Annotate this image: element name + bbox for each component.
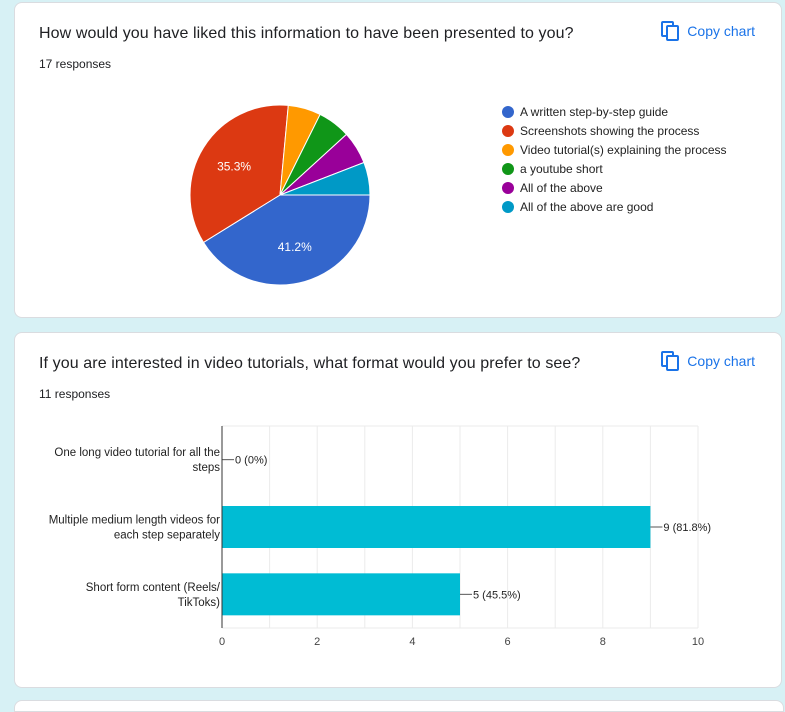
copy-icon — [661, 21, 680, 41]
x-tick-label: 2 — [314, 636, 320, 648]
copy-chart-button[interactable]: Copy chart — [661, 21, 755, 41]
pie-slice — [202, 194, 371, 286]
response-count: 11 responses — [39, 387, 111, 401]
bar — [222, 573, 460, 616]
pie-slice — [279, 161, 371, 196]
legend-label: Screenshots showing the process — [520, 123, 700, 138]
x-tick-label: 6 — [505, 636, 511, 648]
legend-item: All of the above are good — [502, 197, 727, 216]
category-label: each step separately — [114, 530, 220, 542]
copy-chart-label: Copy chart — [687, 353, 755, 369]
copy-icon — [661, 351, 680, 371]
bar-value-label: 9 (81.8%) — [663, 522, 711, 534]
pie-chart: 41.2% 35.3% — [189, 104, 371, 286]
bar-chart: 0 (0%) One long video tutorial for all th… — [49, 425, 711, 648]
bar-value-label: 5 (45.5%) — [473, 589, 521, 601]
legend-item: Video tutorial(s) explaining the process — [502, 140, 727, 159]
question-title: If you are interested in video tutorials… — [39, 355, 581, 372]
legend-item: Screenshots showing the process — [502, 121, 727, 140]
copy-chart-button[interactable]: Copy chart — [661, 351, 755, 371]
category-label: steps — [193, 462, 221, 474]
legend-label: A written step-by-step guide — [520, 104, 669, 119]
bar — [222, 506, 651, 548]
copy-chart-label: Copy chart — [687, 23, 755, 39]
category-label: Short form content (Reels/ — [86, 582, 221, 594]
category-label: One long video tutorial for all the — [54, 447, 220, 459]
legend-swatch — [502, 162, 514, 175]
question-card-presentation: How would you have liked this informatio… — [14, 2, 782, 318]
question-card-video-format: If you are interested in video tutorials… — [14, 332, 782, 688]
question-title: How would you have liked this informatio… — [39, 25, 574, 42]
legend-item: All of the above — [502, 178, 727, 197]
legend-swatch — [502, 200, 514, 213]
next-card-edge — [14, 700, 784, 712]
legend-swatch — [502, 124, 514, 137]
legend-label: a youtube short — [520, 161, 603, 176]
legend-item: a youtube short — [502, 159, 727, 178]
legend-label: Video tutorial(s) explaining the process — [520, 142, 727, 157]
response-count: 17 responses — [39, 57, 112, 71]
x-tick-label: 0 — [219, 636, 225, 648]
pie-legend: A written step-by-step guide Screenshots … — [502, 102, 727, 216]
legend-label: All of the above — [520, 180, 603, 195]
pie-slice-label: 41.2% — [278, 240, 312, 254]
category-label: Multiple medium length videos for — [49, 515, 220, 527]
legend-swatch — [502, 181, 514, 194]
x-tick-label: 4 — [409, 636, 415, 648]
legend-item: A written step-by-step guide — [502, 102, 727, 121]
category-label: TikToks) — [178, 597, 221, 609]
legend-label: All of the above are good — [520, 199, 654, 214]
pie-slice-label: 35.3% — [217, 160, 251, 174]
x-tick-label: 10 — [692, 636, 704, 648]
bar-value-label: 0 (0%) — [235, 455, 267, 467]
legend-swatch — [502, 105, 514, 118]
pie-slice — [189, 104, 289, 244]
legend-swatch — [502, 143, 514, 156]
x-tick-label: 8 — [600, 636, 606, 648]
